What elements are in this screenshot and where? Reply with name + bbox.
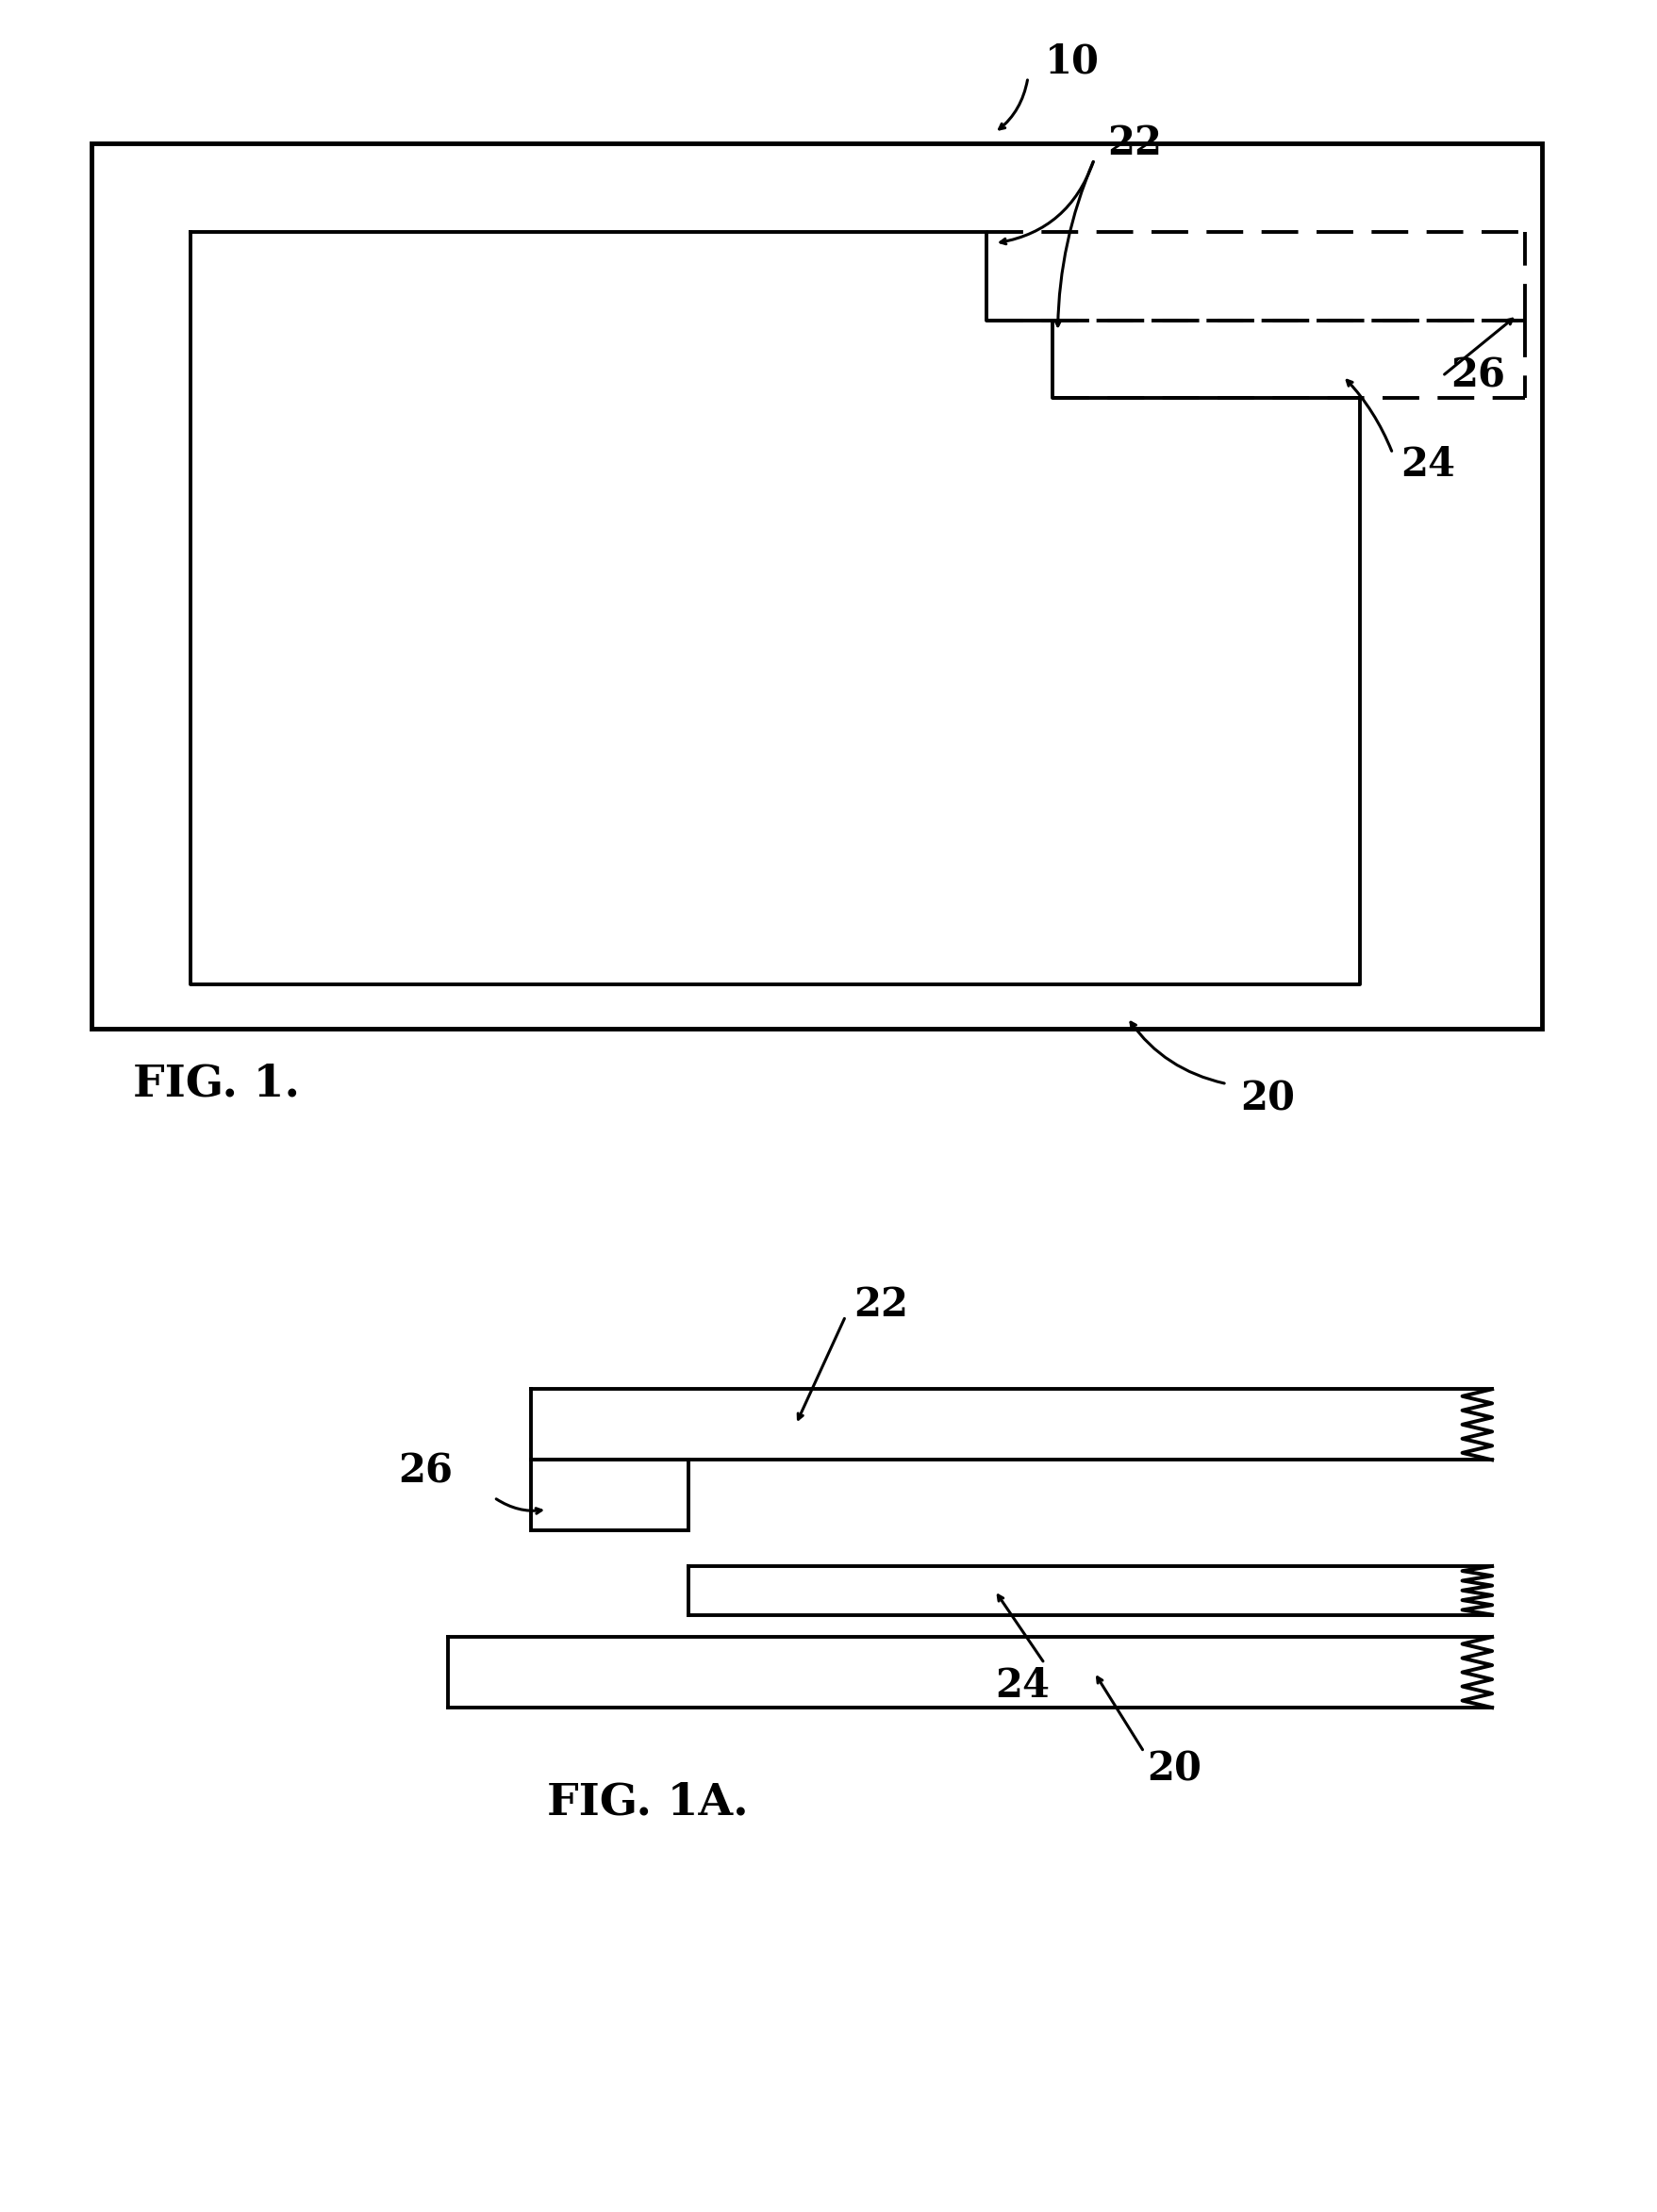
Bar (530, 1460, 688, 1531)
Text: 10: 10 (1044, 42, 1099, 82)
Text: 24: 24 (1400, 445, 1455, 484)
Text: 22: 22 (1107, 124, 1162, 164)
Text: 26: 26 (398, 1451, 452, 1491)
Text: FIG. 1A.: FIG. 1A. (547, 1781, 749, 1825)
Text: 26: 26 (1450, 356, 1505, 396)
Text: 20: 20 (1239, 1079, 1294, 1119)
Text: FIG. 1.: FIG. 1. (133, 1062, 300, 1106)
Text: 24: 24 (994, 1666, 1049, 1705)
Bar (91, 144, 1541, 1029)
Text: 22: 22 (853, 1285, 908, 1325)
Text: 20: 20 (1147, 1750, 1201, 1790)
